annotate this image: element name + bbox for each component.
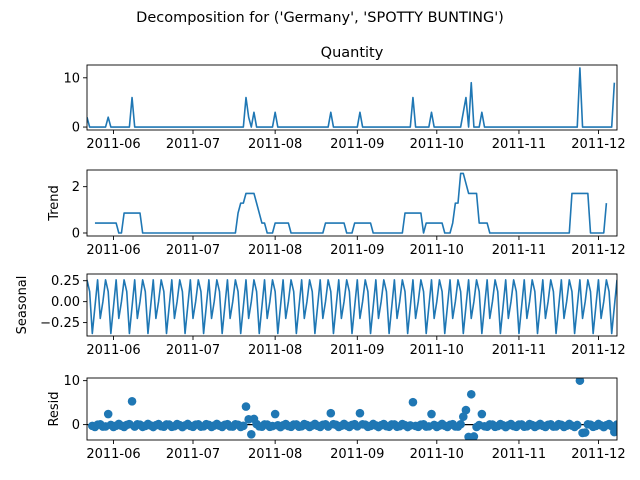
seasonal-series-line — [87, 279, 617, 335]
x-tick-label: 2011-11 — [492, 243, 546, 258]
quantity-panel: Quantity 0 10 2011-06 2011-07 2011-08 2011-09 2… — [63, 45, 625, 152]
y-tick-label: 10 — [63, 374, 80, 389]
y-tick-label: 0 — [72, 418, 80, 433]
x-tick-label: 2011-07 — [166, 243, 220, 258]
x-tick-label: 2011-07 — [166, 447, 220, 462]
x-tick-label: 2011-11 — [492, 137, 546, 152]
resid-point — [572, 420, 582, 430]
x-tick-label: 2011-11 — [492, 447, 546, 462]
resid-point — [477, 409, 487, 419]
trend-ylabel: Trend — [47, 185, 62, 222]
y-tick-label: 2 — [72, 180, 80, 195]
x-tick-label: 2011-07 — [166, 137, 220, 152]
resid-point — [459, 412, 468, 422]
resid-point — [575, 378, 585, 385]
trend-series-line — [94, 172, 608, 234]
resid-point — [469, 432, 479, 440]
resid-point — [326, 408, 336, 418]
quantity-plot-area — [87, 67, 616, 128]
y-tick-label: 10 — [63, 71, 80, 86]
seasonal-panel: Seasonal 0.25 0.00 −0.25 2011-06 2011-07 2011-… — [15, 273, 626, 358]
resid-point — [610, 427, 617, 437]
y-tick-label: 0 — [72, 121, 80, 136]
y-tick-label: −0.25 — [40, 316, 80, 331]
x-tick-label: 2011-08 — [248, 343, 302, 358]
resid-ylabel: Resid — [47, 391, 62, 426]
x-tick-label: 2011-12 — [571, 447, 625, 462]
x-tick-label: 2011-08 — [248, 243, 302, 258]
resid-point — [239, 421, 248, 431]
quantity-title: Quantity — [321, 45, 384, 61]
y-tick-label: 0 — [72, 226, 80, 241]
y-tick-label: 0.25 — [51, 274, 80, 289]
x-tick-label: 2011-10 — [410, 137, 464, 152]
resid-point — [127, 397, 137, 406]
resid-panel: Resid 0 10 2011-06 2011-07 2011-08 2011-09 2011… — [47, 374, 626, 462]
seasonal-frame — [86, 273, 618, 337]
resid-point — [580, 428, 590, 437]
subplots: Quantity 0 10 2011-06 2011-07 2011-08 2011-09 2… — [15, 45, 626, 462]
trend-panel: Trend 0 2 2011-06 2011-07 2011-08 2011-09 2011-… — [47, 169, 626, 258]
resid-point — [461, 405, 471, 415]
x-tick-label: 2011-10 — [410, 343, 464, 358]
resid-point — [612, 420, 617, 429]
resid-point — [103, 409, 113, 419]
x-tick-label: 2011-08 — [248, 137, 302, 152]
resid-frame — [86, 377, 618, 441]
x-tick-label: 2011-12 — [571, 243, 625, 258]
resid-plot-area — [87, 378, 617, 440]
trend-frame — [86, 169, 618, 237]
seasonal-plot-area — [87, 279, 617, 335]
x-tick-label: 2011-06 — [86, 137, 140, 152]
figure-suptitle: Decomposition for ('Germany', 'SPOTTY BU… — [136, 10, 504, 26]
x-tick-label: 2011-07 — [166, 343, 220, 358]
y-tick-label: 0.00 — [51, 295, 80, 310]
resid-point — [408, 397, 418, 407]
x-tick-label: 2011-12 — [571, 343, 625, 358]
x-tick-label: 2011-06 — [86, 343, 140, 358]
x-tick-label: 2011-10 — [410, 243, 464, 258]
trend-plot-area — [94, 172, 608, 234]
x-tick-label: 2011-10 — [410, 447, 464, 462]
x-tick-label: 2011-06 — [86, 243, 140, 258]
x-tick-label: 2011-08 — [248, 447, 302, 462]
resid-point — [247, 429, 256, 439]
x-tick-label: 2011-12 — [571, 137, 625, 152]
resid-point — [241, 402, 251, 411]
x-tick-label: 2011-09 — [330, 343, 384, 358]
quantity-series-line — [87, 67, 616, 128]
resid-point — [270, 409, 280, 419]
x-tick-label: 2011-09 — [330, 447, 384, 462]
resid-point — [466, 389, 476, 399]
resid-point — [427, 409, 436, 419]
resid-point — [456, 419, 465, 429]
x-tick-label: 2011-06 — [86, 447, 140, 462]
x-tick-label: 2011-11 — [492, 343, 546, 358]
quantity-frame — [86, 64, 618, 131]
x-tick-label: 2011-09 — [330, 137, 384, 152]
seasonal-ylabel: Seasonal — [15, 276, 30, 335]
x-tick-label: 2011-09 — [330, 243, 384, 258]
resid-point — [355, 408, 365, 418]
